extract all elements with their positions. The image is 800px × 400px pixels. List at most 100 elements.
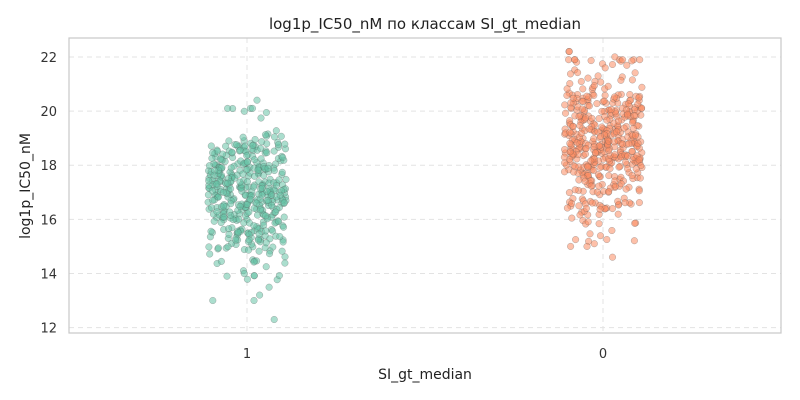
data-point (265, 250, 274, 258)
data-point (591, 149, 599, 157)
data-point (632, 165, 640, 173)
data-point (263, 187, 271, 195)
data-point (566, 70, 575, 78)
data-point (603, 235, 611, 244)
data-point (603, 116, 611, 124)
data-point (270, 147, 278, 155)
data-point (608, 253, 617, 261)
data-point (635, 199, 643, 207)
data-point (220, 213, 228, 221)
data-point (611, 182, 619, 190)
data-point (631, 219, 639, 227)
data-point (575, 202, 583, 210)
data-point (596, 163, 604, 172)
data-point (270, 166, 278, 175)
data-point (583, 242, 591, 250)
data-point (223, 272, 231, 280)
data-point (624, 152, 632, 160)
data-point (607, 106, 615, 114)
data-point (224, 243, 232, 251)
data-point (282, 175, 290, 183)
data-point (275, 272, 283, 280)
data-point (630, 112, 638, 120)
x-tick-label: 0 (599, 347, 607, 362)
data-point (207, 142, 215, 150)
data-point (227, 200, 235, 208)
data-point (240, 107, 248, 115)
data-point (280, 199, 288, 207)
data-point (225, 230, 233, 238)
data-point (207, 204, 216, 212)
data-point (249, 141, 257, 150)
data-point (619, 56, 627, 64)
data-point (606, 165, 614, 173)
data-point (623, 61, 631, 69)
data-point (600, 97, 608, 105)
data-point (584, 218, 592, 226)
data-point (617, 180, 625, 188)
data-point (279, 223, 288, 231)
data-point (243, 158, 251, 166)
data-point (270, 133, 279, 141)
data-point (274, 141, 282, 149)
data-point (584, 162, 592, 171)
data-point (563, 91, 571, 99)
data-point (583, 92, 591, 100)
data-point (222, 142, 230, 150)
data-point (236, 146, 244, 154)
data-point (590, 81, 598, 90)
data-point (256, 206, 264, 214)
data-point (257, 114, 265, 122)
data-point (248, 104, 257, 112)
data-point (264, 164, 272, 172)
data-point (210, 171, 218, 179)
data-point (608, 205, 617, 213)
data-point (243, 152, 251, 160)
data-point (255, 247, 263, 255)
data-point (575, 176, 583, 184)
y-tick-label: 14 (40, 267, 57, 282)
data-point (224, 179, 232, 187)
data-point (209, 296, 217, 305)
data-point (254, 166, 262, 174)
data-point (635, 187, 643, 195)
data-point (255, 230, 263, 238)
data-point (581, 177, 589, 185)
data-point (631, 69, 639, 77)
data-point (209, 149, 217, 157)
y-ticks: 12 14 16 18 20 22 (40, 51, 57, 337)
data-point (571, 56, 579, 64)
data-point (635, 94, 643, 102)
data-point (619, 140, 627, 148)
data-point (582, 204, 590, 212)
data-point (243, 200, 251, 208)
data-point (563, 204, 571, 212)
data-point (585, 102, 593, 110)
data-point (628, 76, 636, 84)
data-point (577, 129, 585, 137)
data-point (565, 47, 573, 56)
data-point (628, 171, 636, 180)
data-point (614, 117, 623, 125)
data-point (584, 74, 592, 82)
data-point (253, 199, 261, 207)
data-point (637, 162, 645, 170)
data-point (250, 272, 258, 280)
data-point (262, 239, 270, 247)
points-layer (204, 47, 646, 324)
data-point (596, 132, 605, 141)
data-point (278, 168, 286, 176)
data-point (206, 250, 214, 258)
data-point (595, 182, 603, 190)
data-point (590, 240, 598, 248)
data-point (227, 211, 235, 219)
data-point (567, 242, 575, 250)
data-point (250, 172, 259, 180)
data-point (590, 143, 598, 151)
data-point (272, 181, 281, 190)
data-point (253, 96, 261, 104)
data-point (262, 108, 270, 117)
chart-title: log1p_IC50_nM по классам SI_gt_median (269, 15, 581, 34)
data-point (611, 93, 619, 101)
data-point (596, 205, 604, 213)
